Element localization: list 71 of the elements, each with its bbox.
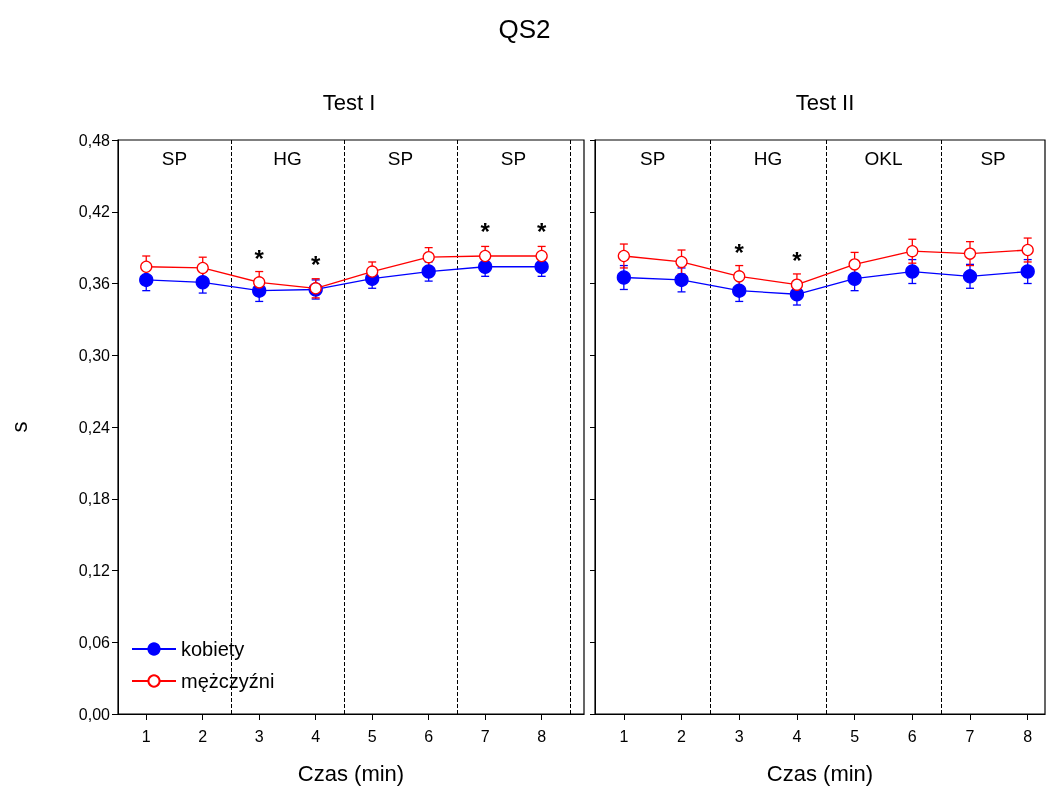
point xyxy=(847,271,862,286)
annotation: * xyxy=(792,247,803,275)
annotation: * xyxy=(536,218,547,246)
annotation: SP xyxy=(500,147,527,169)
x-tick-label: 8 xyxy=(1023,727,1033,745)
annotation: SP xyxy=(387,147,414,169)
chart-subtitle: Test I xyxy=(322,89,376,115)
chart-subtitle: Test II xyxy=(795,89,855,115)
point xyxy=(1021,243,1034,257)
annotation: * xyxy=(734,238,745,266)
x-tick-label: 6 xyxy=(907,727,917,745)
annotation: SP xyxy=(640,147,666,169)
x-tick-label: 4 xyxy=(311,727,321,745)
annotation: SP xyxy=(980,147,1006,169)
point xyxy=(674,272,689,288)
legend-label: mężczyźni xyxy=(181,670,275,692)
annotation: HG xyxy=(273,147,302,169)
annotation: * xyxy=(254,244,265,272)
point xyxy=(253,276,266,289)
point xyxy=(962,269,978,284)
x-tick-label: 3 xyxy=(734,727,744,745)
point xyxy=(535,249,548,263)
x-tick-label: 7 xyxy=(480,727,490,745)
point xyxy=(905,264,920,279)
y-axis-title: s xyxy=(6,421,32,433)
point xyxy=(675,255,688,269)
x-tick-label: 8 xyxy=(537,727,547,745)
y-tick-label: 0,06 xyxy=(78,633,111,651)
x-tick-label: 2 xyxy=(198,727,208,745)
annotation: * xyxy=(311,250,322,278)
point xyxy=(422,251,435,264)
x-axis-title: Czas (min) xyxy=(297,760,405,786)
y-tick-label: 0,36 xyxy=(78,275,111,292)
x-tick-label: 1 xyxy=(619,727,629,745)
point xyxy=(733,270,746,283)
chart-title: QS2 xyxy=(497,14,552,45)
point xyxy=(617,249,630,263)
point xyxy=(790,278,804,291)
point xyxy=(1020,264,1035,279)
x-tick-label: 5 xyxy=(367,727,377,745)
point xyxy=(906,245,919,258)
x-tick-label: 1 xyxy=(141,727,151,745)
x-axis-title: Czas (min) xyxy=(766,760,874,786)
annotation: * xyxy=(480,218,491,246)
y-tick-label: 0,00 xyxy=(78,705,111,723)
point xyxy=(139,272,154,288)
point xyxy=(732,283,747,298)
point xyxy=(479,249,492,263)
x-tick-label: 5 xyxy=(850,727,860,745)
y-tick-label: 0,12 xyxy=(78,562,111,579)
point xyxy=(366,265,379,278)
x-tick-label: 3 xyxy=(254,727,264,745)
y-tick-label: 0,30 xyxy=(78,346,111,364)
point xyxy=(963,247,977,260)
x-tick-label: 7 xyxy=(965,727,975,745)
x-tick-label: 4 xyxy=(792,727,802,745)
y-tick-label: 0,48 xyxy=(78,131,111,149)
annotation: SP xyxy=(161,147,188,169)
point xyxy=(848,258,861,271)
point xyxy=(140,260,153,273)
x-tick-label: 6 xyxy=(424,727,434,745)
y-tick-label: 0,18 xyxy=(78,490,111,508)
point xyxy=(616,270,631,285)
point xyxy=(195,275,210,290)
point xyxy=(196,261,209,275)
y-tick-label: 0,24 xyxy=(78,418,111,436)
y-tick-label: 0,42 xyxy=(78,203,111,221)
annotation: OKL xyxy=(864,147,903,169)
legend-label: kobiety xyxy=(181,638,245,660)
x-tick-label: 2 xyxy=(677,727,687,745)
annotation: HG xyxy=(753,147,783,169)
